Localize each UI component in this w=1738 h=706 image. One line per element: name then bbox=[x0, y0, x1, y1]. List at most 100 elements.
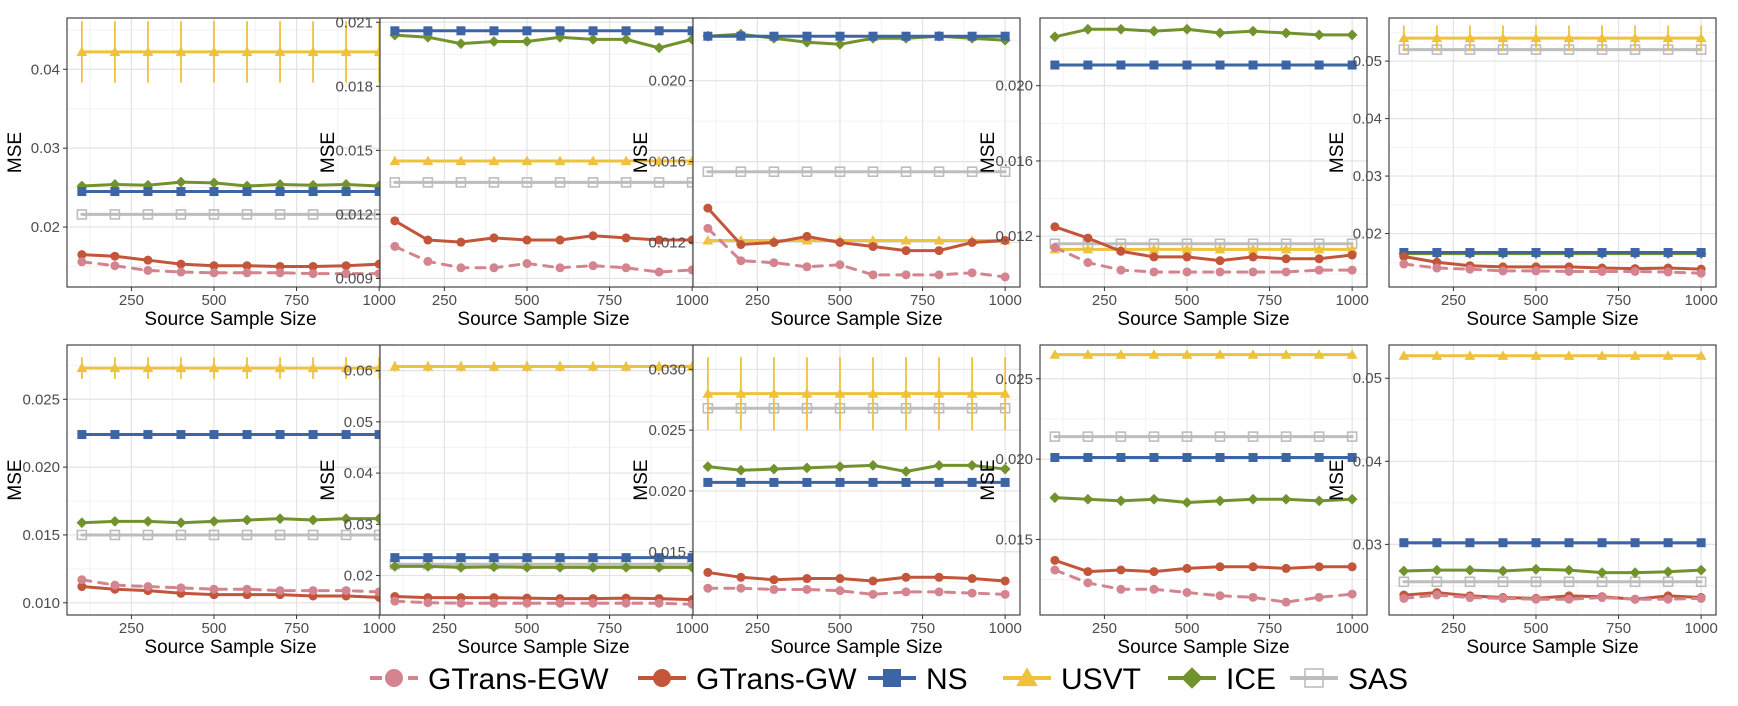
data-point bbox=[456, 237, 466, 247]
data-point bbox=[422, 560, 434, 572]
x-tick-label: 500 bbox=[1174, 620, 1199, 637]
data-point bbox=[900, 235, 912, 245]
data-point bbox=[703, 477, 713, 487]
data-point bbox=[934, 587, 944, 597]
data-point bbox=[834, 461, 846, 473]
data-point bbox=[522, 26, 532, 36]
data-point bbox=[621, 233, 631, 243]
series-line bbox=[1402, 262, 1703, 275]
data-point bbox=[76, 529, 88, 541]
data-point bbox=[1696, 593, 1706, 603]
series-ns bbox=[1050, 60, 1357, 70]
data-point bbox=[209, 584, 219, 594]
data-point bbox=[1662, 350, 1674, 360]
series-gtrans-egw bbox=[1399, 259, 1706, 278]
series-ns bbox=[77, 187, 384, 197]
data-point bbox=[1181, 497, 1193, 508]
data-point bbox=[1215, 60, 1225, 70]
legend: GTrans-EGW GTrans-GW NS USVT ICE SAS bbox=[370, 663, 1408, 696]
data-point bbox=[488, 155, 500, 166]
data-point bbox=[274, 529, 286, 541]
series-gtrans-egw bbox=[703, 583, 1010, 599]
x-tick-label: 250 bbox=[119, 620, 144, 637]
data-point bbox=[109, 529, 121, 541]
data-point bbox=[307, 362, 319, 373]
x-axis-title: Source Sample Size bbox=[144, 309, 316, 330]
x-tick-label: 750 bbox=[1257, 620, 1282, 637]
y-tick-label: 0.03 bbox=[1353, 168, 1382, 185]
data-point bbox=[1398, 576, 1410, 588]
data-point bbox=[802, 574, 812, 584]
series-line bbox=[1053, 496, 1354, 504]
data-point bbox=[143, 265, 153, 275]
data-point bbox=[999, 463, 1011, 475]
data-point bbox=[422, 361, 434, 371]
x-tick-label: 750 bbox=[597, 620, 622, 637]
data-point bbox=[587, 361, 599, 371]
data-point bbox=[1596, 32, 1608, 43]
data-point bbox=[1530, 563, 1542, 575]
data-point bbox=[1248, 252, 1258, 262]
data-point bbox=[1148, 493, 1160, 505]
data-point bbox=[275, 187, 285, 197]
legend-marker bbox=[385, 669, 403, 687]
y-tick-label: 0.02 bbox=[344, 568, 373, 585]
data-point bbox=[1281, 254, 1291, 264]
series-usvt bbox=[1398, 350, 1707, 360]
data-point bbox=[933, 166, 945, 178]
y-tick-label: 0.012 bbox=[335, 206, 373, 223]
data-point bbox=[835, 477, 845, 487]
data-point bbox=[1181, 431, 1193, 442]
data-point bbox=[209, 430, 219, 440]
data-point bbox=[1431, 350, 1443, 360]
data-point bbox=[1215, 256, 1225, 266]
legend-marker bbox=[1016, 667, 1038, 687]
data-point bbox=[801, 166, 813, 178]
data-point bbox=[967, 477, 977, 487]
data-point bbox=[1049, 492, 1061, 504]
x-axis-title: Source Sample Size bbox=[457, 637, 629, 658]
legend-item-gtrans-egw: GTrans-EGW bbox=[370, 663, 609, 696]
data-point bbox=[1563, 32, 1575, 43]
y-tick-label: 0.016 bbox=[995, 153, 1033, 170]
data-point bbox=[1049, 431, 1061, 442]
series-gtrans-egw bbox=[1050, 242, 1357, 277]
y-axis-title: MSE bbox=[978, 132, 999, 173]
data-point bbox=[340, 362, 352, 373]
series-sas bbox=[76, 209, 385, 220]
x-tick-label: 1000 bbox=[1684, 292, 1717, 309]
data-point bbox=[587, 155, 599, 166]
data-point bbox=[934, 246, 944, 256]
data-point bbox=[1248, 267, 1258, 277]
data-point bbox=[1181, 349, 1193, 359]
data-point bbox=[423, 598, 433, 608]
x-tick-label: 250 bbox=[1441, 292, 1466, 309]
data-point bbox=[242, 430, 252, 440]
data-point bbox=[1398, 350, 1410, 360]
data-point bbox=[1116, 565, 1126, 575]
data-point bbox=[736, 240, 746, 250]
series-gtrans-gw bbox=[390, 216, 697, 247]
x-tick-label: 250 bbox=[119, 292, 144, 309]
data-point bbox=[1050, 565, 1060, 575]
data-point bbox=[653, 177, 665, 188]
data-point bbox=[1214, 495, 1226, 507]
data-point bbox=[834, 38, 846, 50]
data-point bbox=[1082, 349, 1094, 359]
data-point bbox=[999, 388, 1011, 398]
legend-label: USVT bbox=[1061, 663, 1141, 696]
data-point bbox=[489, 26, 499, 36]
data-point bbox=[77, 257, 87, 267]
y-tick-label: 0.05 bbox=[344, 414, 373, 431]
series-ns bbox=[390, 26, 697, 36]
data-point bbox=[703, 223, 713, 233]
data-point bbox=[835, 260, 845, 270]
data-point bbox=[489, 263, 499, 273]
panel-8: 250 500 750 1000 0.015 0.020 0.025 0.030 Source … bbox=[631, 344, 1022, 658]
data-point bbox=[274, 46, 286, 56]
data-point bbox=[1399, 252, 1409, 262]
data-point bbox=[702, 388, 714, 398]
data-point bbox=[654, 598, 664, 608]
data-point bbox=[1083, 578, 1093, 588]
series-gtrans-gw bbox=[1050, 555, 1357, 577]
